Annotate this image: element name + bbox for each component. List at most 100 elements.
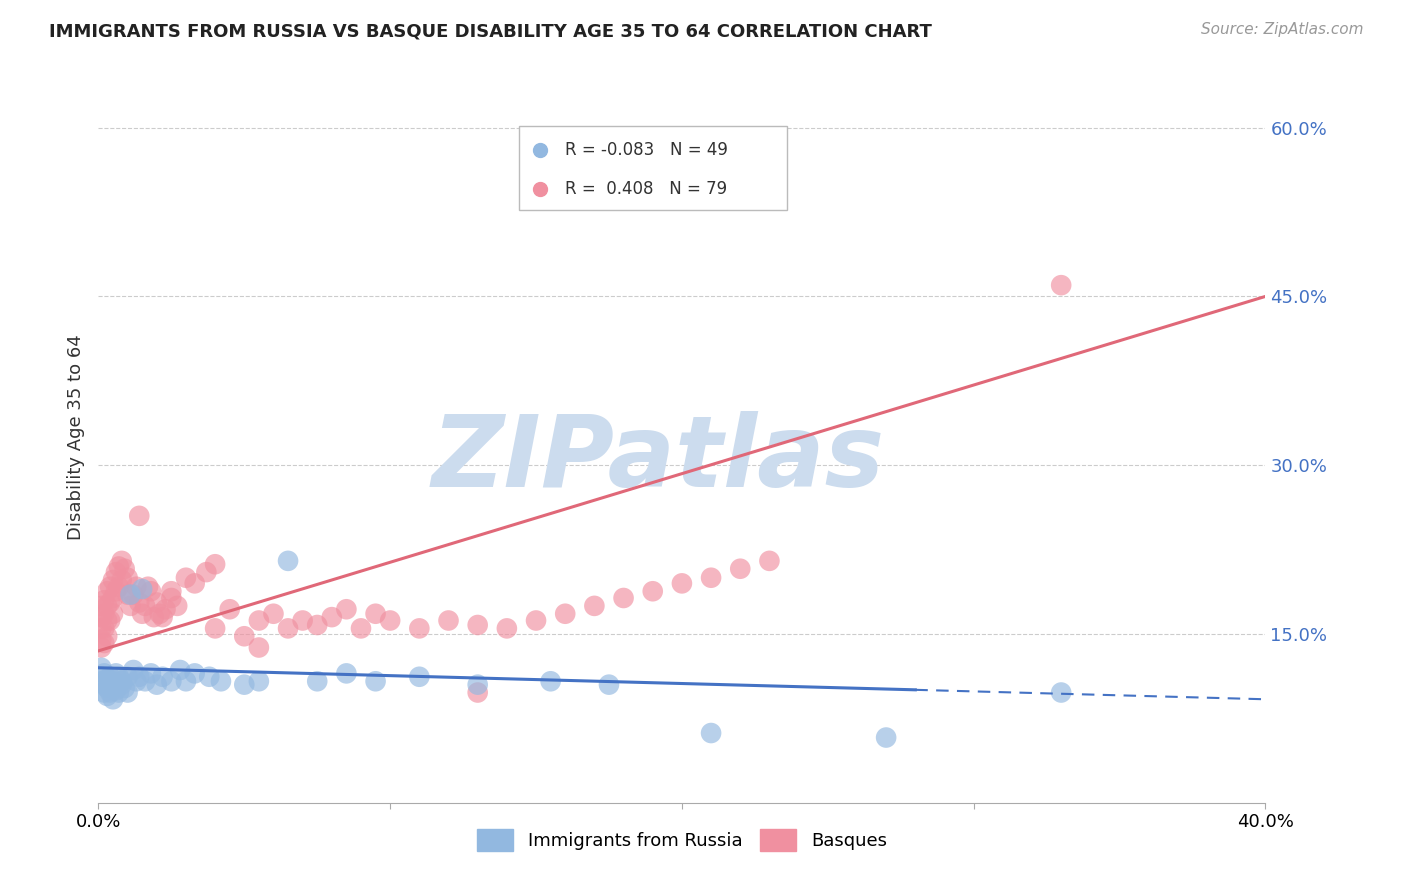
Point (128, 508, 150, 523)
Point (134, 674, 156, 689)
Point (160, 584, 183, 599)
Point (117, 588, 139, 602)
Point (364, 607, 387, 621)
Point (101, 674, 124, 689)
Point (204, 621, 226, 635)
Point (98, 595, 121, 609)
Point (307, 674, 329, 689)
Point (104, 565, 127, 579)
Point (166, 599, 188, 613)
Point (101, 607, 124, 621)
Point (117, 670, 139, 684)
Point (108, 580, 131, 594)
Point (101, 591, 124, 605)
Point (174, 571, 197, 585)
Point (160, 674, 183, 689)
Point (437, 614, 460, 628)
Point (96, 689, 118, 703)
Point (96, 614, 118, 628)
Point (90, 661, 112, 675)
Point (111, 674, 134, 689)
Point (169, 663, 191, 677)
Point (128, 595, 150, 609)
Point (467, 618, 489, 632)
Point (146, 678, 169, 692)
Point (122, 663, 145, 677)
Point (467, 685, 489, 699)
Point (98, 580, 121, 594)
Point (90, 674, 112, 689)
Point (198, 670, 221, 684)
Point (247, 674, 270, 689)
Point (104, 683, 127, 698)
Point (114, 562, 136, 576)
Point (612, 591, 634, 605)
Point (758, 554, 780, 568)
Point (233, 629, 256, 643)
Point (209, 674, 232, 689)
Point (93, 685, 115, 699)
Point (1050, 685, 1073, 699)
Text: R = -0.083   N = 49: R = -0.083 N = 49 (565, 141, 728, 159)
Point (233, 678, 256, 692)
Point (247, 640, 270, 655)
Point (96, 584, 118, 599)
Point (90, 640, 112, 655)
Point (93, 607, 115, 621)
Point (104, 584, 127, 599)
Point (524, 614, 547, 628)
Point (277, 554, 299, 568)
Point (111, 678, 134, 692)
Point (174, 674, 197, 689)
Point (108, 685, 131, 699)
Point (335, 666, 357, 681)
Point (160, 591, 183, 605)
Point (262, 607, 284, 621)
Point (101, 573, 124, 587)
Point (277, 621, 299, 635)
Point (364, 674, 387, 689)
Point (321, 610, 343, 624)
Point (96, 672, 118, 686)
Point (152, 670, 174, 684)
Point (96, 599, 118, 613)
Point (307, 618, 329, 632)
Point (96, 681, 118, 695)
Point (350, 621, 373, 635)
Point (93, 666, 115, 681)
Point (108, 670, 131, 684)
Point (598, 678, 620, 692)
Point (90, 599, 112, 613)
Point (335, 602, 357, 616)
Point (90, 621, 112, 635)
Point (131, 607, 153, 621)
Text: R =  0.408   N = 79: R = 0.408 N = 79 (565, 180, 727, 198)
Point (524, 188, 547, 202)
Point (125, 580, 148, 594)
Point (700, 571, 723, 585)
Point (641, 584, 664, 599)
Point (467, 678, 489, 692)
Point (583, 599, 606, 613)
Point (730, 562, 752, 576)
Point (700, 726, 723, 740)
Point (291, 614, 314, 628)
Point (111, 554, 134, 568)
Point (90, 632, 112, 647)
Point (128, 670, 150, 684)
Point (93, 593, 115, 607)
Point (671, 576, 693, 591)
Point (247, 614, 270, 628)
Point (554, 607, 576, 621)
Point (155, 602, 177, 616)
Point (93, 678, 115, 692)
Point (183, 666, 205, 681)
Point (496, 621, 519, 635)
Point (93, 636, 115, 650)
Point (96, 629, 118, 643)
Text: ZIPatlas: ZIPatlas (432, 410, 886, 508)
Point (540, 674, 562, 689)
Point (104, 666, 127, 681)
Text: IMMIGRANTS FROM RUSSIA VS BASQUE DISABILITY AGE 35 TO 64 CORRELATION CHART: IMMIGRANTS FROM RUSSIA VS BASQUE DISABIL… (49, 22, 932, 40)
Point (218, 602, 240, 616)
